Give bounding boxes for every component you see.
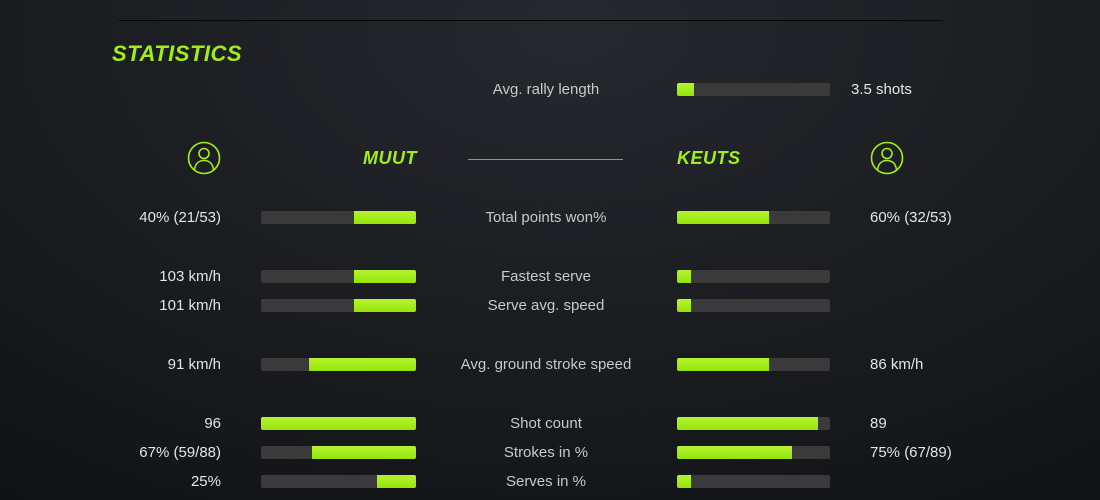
stat-value-right — [870, 262, 1080, 292]
stat-row-shot-count: 96 Shot count 89 — [0, 409, 1100, 439]
stat-label: Avg. ground stroke speed — [460, 356, 632, 373]
stat-bar-right-fill — [677, 446, 792, 459]
stat-bar-right-fill — [677, 270, 691, 283]
stat-row-strokes-in-pct: 67% (59/88) Strokes in % 75% (67/89) — [0, 438, 1100, 468]
stat-value-right: 89 — [870, 415, 887, 432]
stat-bar-right-fill — [677, 475, 691, 488]
stat-bar-left-fill — [354, 299, 416, 312]
stat-bar-left — [261, 475, 416, 488]
players-header: MUUT KEUTS — [0, 136, 1100, 180]
stat-value-left: 101 km/h — [159, 297, 221, 314]
stat-value-left: 91 km/h — [167, 356, 221, 373]
stat-bar-left-fill — [377, 475, 416, 488]
stat-value-right: 60% (32/53) — [870, 209, 952, 226]
stat-bar-left-fill — [312, 446, 416, 459]
stat-bar-left-fill — [354, 270, 416, 283]
stat-label: Shot count — [510, 415, 582, 432]
stat-bar-right-fill — [677, 299, 691, 312]
stat-row-serve-avg-speed: 101 km/h Serve avg. speed — [0, 291, 1100, 321]
stat-bar-left — [261, 299, 416, 312]
stat-label: Total points won% — [485, 209, 607, 226]
stat-bar-right-fill — [677, 211, 769, 224]
stat-bar-right — [677, 299, 830, 312]
stat-bar-right-fill — [677, 358, 769, 371]
rally-length-label: Avg. rally length — [492, 81, 600, 98]
stat-value-right: 86 km/h — [870, 356, 924, 373]
stat-bar-right — [677, 270, 830, 283]
stat-value-left: 40% (21/53) — [139, 209, 221, 226]
rally-length-bar — [677, 83, 830, 96]
stat-value-left: 67% (59/88) — [139, 444, 221, 461]
stat-value-left: 96 — [204, 415, 221, 432]
stat-bar-left — [261, 270, 416, 283]
stat-label: Fastest serve — [500, 268, 592, 285]
stat-value-right: 75% (67/89) — [870, 444, 952, 461]
person-icon — [869, 140, 905, 176]
stat-row-serves-in-pct: 25% Serves in % — [0, 467, 1100, 497]
stat-bar-left-fill — [354, 211, 416, 224]
stat-bar-left — [261, 417, 416, 430]
stat-bar-left — [261, 211, 416, 224]
stat-bar-right-fill — [677, 417, 818, 430]
stat-bar-right — [677, 475, 830, 488]
rally-length-bar-fill — [677, 83, 694, 96]
stat-bar-left-fill — [309, 358, 416, 371]
stat-row-ground-stroke-speed: 91 km/h Avg. ground stroke speed 86 km/h — [0, 350, 1100, 380]
stat-row-fastest-serve: 103 km/h Fastest serve — [0, 262, 1100, 292]
player-name-right: KEUTS — [677, 148, 741, 168]
player-name-left: MUUT — [363, 148, 417, 168]
page-title: STATISTICS — [112, 41, 243, 66]
top-divider — [119, 20, 943, 21]
rally-length-row: Avg. rally length 3.5 shots — [0, 75, 1100, 105]
stat-bar-right — [677, 446, 830, 459]
stat-bar-left-fill — [261, 417, 416, 430]
stat-label: Strokes in % — [503, 444, 589, 461]
header-divider-line — [468, 159, 623, 160]
stat-bar-left — [261, 446, 416, 459]
stat-label: Serve avg. speed — [487, 297, 605, 314]
stat-bar-left — [261, 358, 416, 371]
stat-row-total-points: 40% (21/53) Total points won% 60% (32/53… — [0, 203, 1100, 233]
stat-value-left: 25% — [190, 473, 221, 490]
rally-length-value: 3.5 shots — [851, 81, 912, 98]
stat-bar-right — [677, 358, 830, 371]
stat-bar-right — [677, 211, 830, 224]
stat-bar-right — [677, 417, 830, 430]
person-icon — [186, 140, 222, 176]
stat-value-right — [870, 467, 1080, 497]
stat-label: Serves in % — [505, 473, 587, 490]
stat-value-left: 103 km/h — [159, 268, 221, 285]
stat-value-right — [870, 291, 1080, 321]
